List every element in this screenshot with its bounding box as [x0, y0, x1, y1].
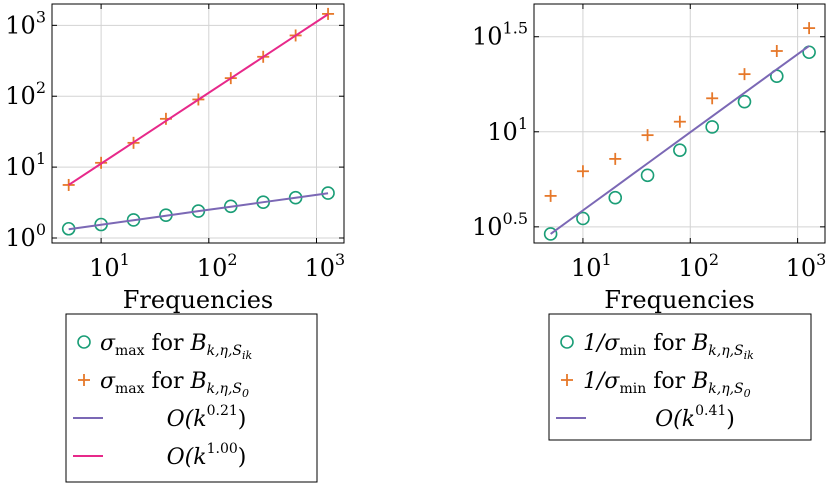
y-tick-label: 101 — [487, 114, 528, 146]
legend-entry: 1/σmin for Bk,η,S0 — [561, 369, 751, 400]
series-3 — [550, 45, 810, 235]
y-tick-label: 100.5 — [472, 209, 528, 241]
series-1 — [543, 45, 816, 241]
plus-point — [738, 68, 751, 81]
x-tick-label: 102 — [197, 250, 238, 282]
legend-box — [548, 313, 812, 441]
plus-point — [641, 129, 654, 142]
legend-label: O(k0.21) — [167, 403, 247, 432]
y-tick-label: 103 — [5, 7, 46, 39]
legend-plus-marker — [561, 374, 573, 386]
plus-point — [544, 189, 557, 202]
legend-entry: σmax for Bk,η,S0 — [78, 369, 249, 400]
plus-point — [322, 7, 335, 20]
circle-point — [737, 94, 752, 109]
plot-frame — [51, 3, 345, 244]
plus-point — [609, 152, 622, 165]
legend-entry: O(k0.41) — [556, 403, 735, 432]
series-2 — [544, 22, 816, 202]
legend-entry: 1/σmin for Bk,η,Sik — [560, 331, 754, 362]
legend-label: 1/σmin for Bk,η,S0 — [583, 369, 751, 400]
circle-point — [543, 227, 558, 241]
x-axis-label: Frequencies — [123, 286, 273, 314]
legend-entry: σmax for Bk,η,Sik — [77, 331, 253, 362]
legend-plus-marker — [78, 374, 90, 386]
fit-line — [550, 45, 810, 235]
circle-point — [705, 120, 719, 134]
plus-point — [803, 22, 816, 35]
plus-point — [706, 92, 719, 105]
legend-circle-marker — [77, 335, 91, 349]
x-tick-label: 103 — [786, 250, 827, 282]
legend-label: σmax for Bk,η,Sik — [100, 331, 253, 362]
x-tick-label: 102 — [678, 250, 719, 282]
legend-entry: O(k1.00) — [73, 441, 246, 470]
chart-2: 101 102 103100.5101101.5Frequencies1/σmin … — [472, 3, 827, 441]
x-axis-label: Frequencies — [604, 286, 754, 314]
series-3 — [68, 192, 329, 231]
y-tick-label: 100 — [5, 220, 46, 252]
y-tick-label: 102 — [5, 78, 46, 110]
circle-point — [673, 143, 687, 158]
legend-box — [65, 313, 318, 483]
plus-point — [770, 44, 783, 57]
plot-frame — [533, 3, 826, 244]
y-tick-label: 101 — [5, 149, 46, 181]
plus-point — [673, 115, 686, 128]
legend-circle-marker — [560, 335, 574, 349]
circle-point — [608, 190, 623, 205]
series-4 — [68, 13, 329, 186]
x-tick-label: 103 — [305, 250, 346, 282]
legend-label: O(k1.00) — [167, 441, 247, 470]
fit-line — [68, 13, 329, 186]
y-tick-label: 101.5 — [472, 19, 528, 51]
circle-point — [576, 211, 590, 226]
legend-label: O(k0.41) — [655, 403, 735, 432]
plus-point — [576, 165, 589, 178]
circle-point — [640, 168, 655, 183]
legend: σmax for Bk,η,Sik σmax for Bk,η,S0 O(k0.21… — [65, 313, 318, 483]
legend: 1/σmin for Bk,η,Sik 1/σmin for Bk,η,S0 O(k… — [548, 313, 812, 441]
x-tick-label: 101 — [571, 250, 612, 282]
fit-line — [68, 192, 329, 231]
legend-label: 1/σmin for Bk,η,Sik — [583, 331, 754, 362]
legend-label: σmax for Bk,η,S0 — [100, 369, 249, 400]
legend-entry: O(k0.21) — [73, 403, 246, 432]
x-tick-label: 101 — [89, 250, 130, 282]
